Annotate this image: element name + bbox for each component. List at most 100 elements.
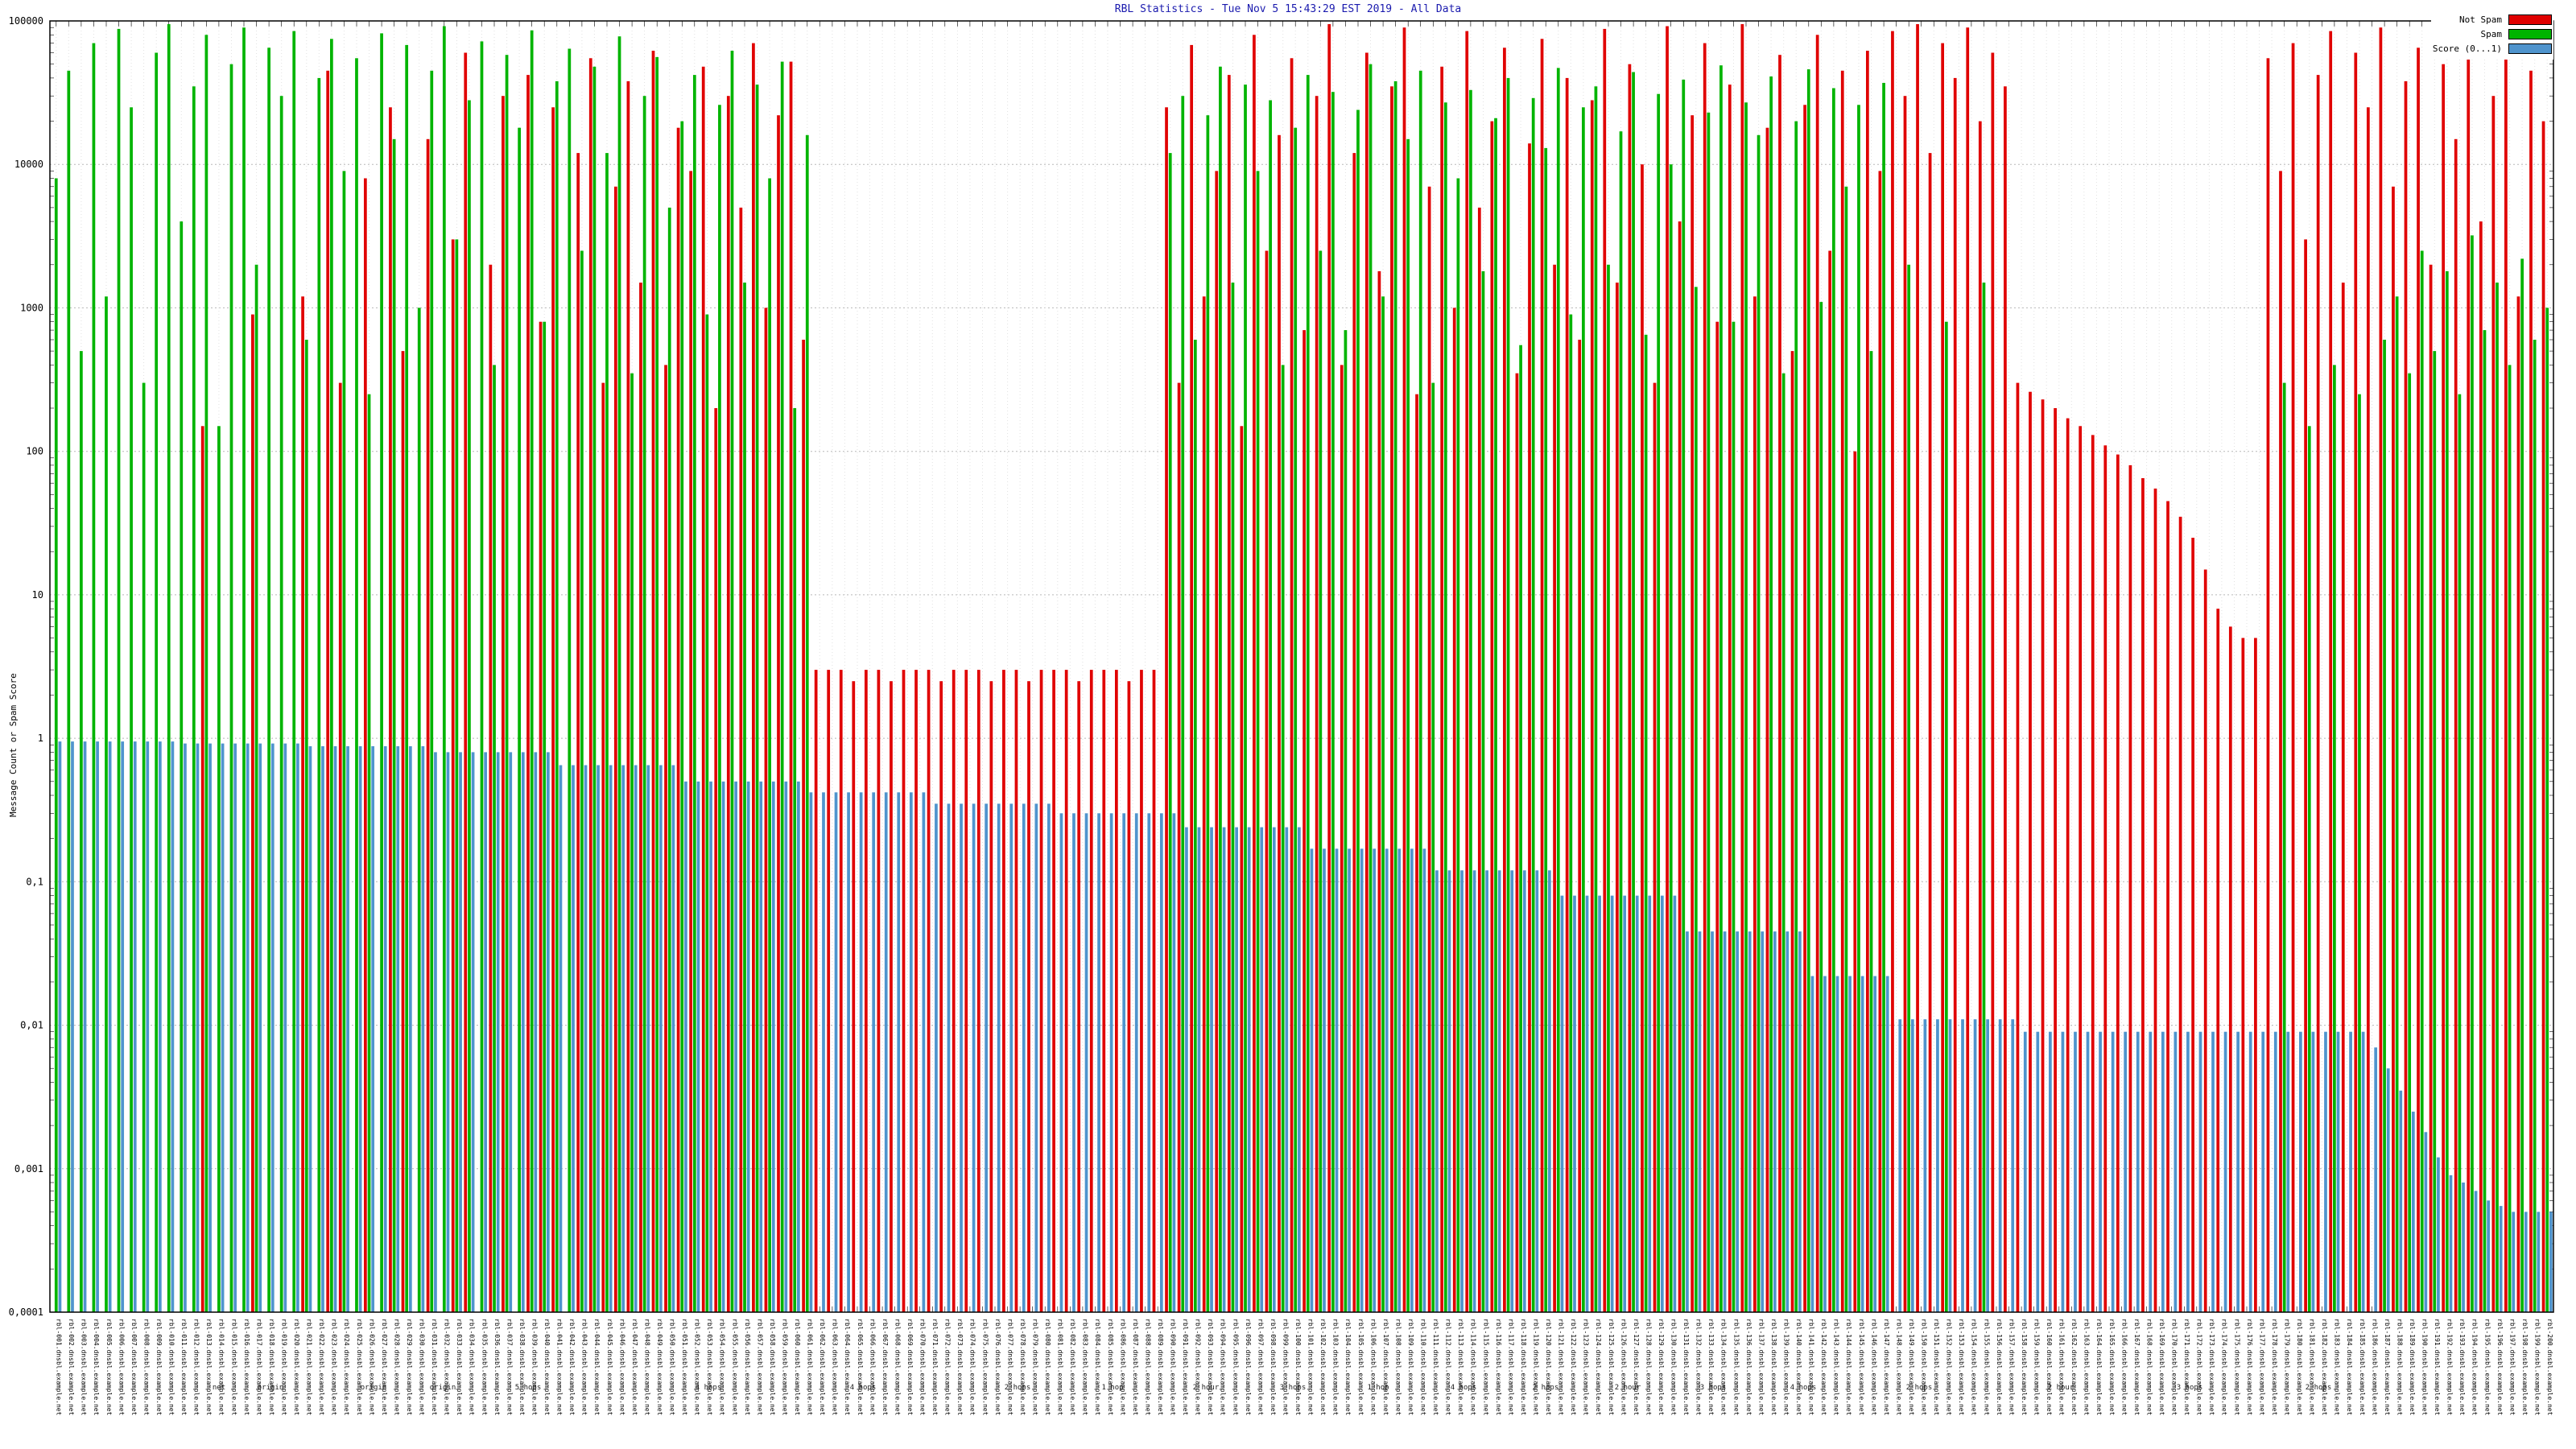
score-bar: [196, 743, 200, 1312]
x-tick-label: rbl-076.dnsbl.example.net: [994, 1319, 1001, 1416]
x-tick-label: rbl-139.dnsbl.example.net: [1783, 1319, 1790, 1416]
not-spam-bar: [989, 681, 993, 1312]
not-spam-bar: [1114, 670, 1118, 1312]
score-bar: [1510, 870, 1514, 1312]
x-tick-label: rbl-051.dnsbl.example.net: [681, 1319, 688, 1416]
not-spam-bar: [2354, 52, 2358, 1312]
score-bar: [872, 792, 876, 1312]
score-bar: [572, 765, 575, 1312]
score-bar: [1109, 813, 1113, 1312]
x-axis-annotation: 3 hops: [2177, 1384, 2203, 1392]
spam-bar: [1331, 92, 1335, 1313]
score-bar: [2036, 1031, 2040, 1312]
x-tick-label: rbl-049.dnsbl.example.net: [656, 1319, 663, 1416]
score-bar: [1034, 803, 1038, 1312]
score-bar: [2411, 1111, 2415, 1312]
spam-bar: [1869, 351, 1873, 1313]
x-axis-annotation: 4 hops: [696, 1384, 722, 1392]
not-spam-bar: [601, 382, 605, 1313]
spam-bar: [667, 207, 671, 1312]
score-bar: [96, 741, 99, 1312]
score-bar: [771, 781, 775, 1312]
score-bar: [1898, 1019, 1902, 1312]
not-spam-bar: [551, 107, 555, 1312]
spam-bar: [2282, 382, 2286, 1313]
score-bar: [1923, 1019, 1927, 1312]
score-bar: [2462, 1183, 2465, 1312]
x-tick-label: rbl-066.dnsbl.example.net: [869, 1319, 876, 1416]
x-tick-label: rbl-177.dnsbl.example.net: [2258, 1319, 2265, 1416]
x-tick-label: rbl-130.dnsbl.example.net: [1670, 1319, 1678, 1416]
chart-title: RBL Statistics - Tue Nov 5 15:43:29 EST …: [1114, 3, 1462, 15]
x-tick-label: rbl-169.dnsbl.example.net: [2158, 1319, 2165, 1416]
not-spam-bar: [964, 670, 968, 1312]
y-tick-label: 100000: [9, 15, 43, 27]
x-tick-label: rbl-186.dnsbl.example.net: [2371, 1319, 2378, 1416]
score-bar: [1798, 931, 1802, 1312]
not-spam-bar: [1728, 85, 1732, 1313]
not-spam-bar: [613, 186, 617, 1312]
not-spam-bar: [1165, 107, 1168, 1312]
spam-bar: [1669, 164, 1673, 1313]
spam-bar: [1569, 314, 1573, 1313]
score-bar: [2374, 1047, 2378, 1312]
not-spam-bar: [852, 681, 856, 1312]
not-spam-bar: [1077, 681, 1081, 1312]
score-bar: [246, 743, 250, 1312]
x-tick-label: rbl-071.dnsbl.example.net: [931, 1319, 939, 1416]
score-bar: [734, 781, 737, 1312]
not-spam-bar: [1039, 670, 1043, 1312]
score-bar: [2161, 1031, 2165, 1312]
not-spam-bar: [1966, 27, 1970, 1313]
x-tick-label: rbl-195.dnsbl.example.net: [2483, 1319, 2491, 1416]
x-tick-label: rbl-008.dnsbl.example.net: [142, 1319, 150, 1416]
not-spam-bar: [802, 340, 805, 1312]
x-tick-label: rbl-041.dnsbl.example.net: [556, 1319, 564, 1416]
score-bar: [1097, 813, 1100, 1312]
score-bar: [1222, 827, 1226, 1312]
x-tick-label: rbl-110.dnsbl.example.net: [1420, 1319, 1427, 1416]
score-bar: [2474, 1191, 2478, 1312]
not-spam-bar: [1628, 64, 1632, 1313]
not-spam-bar: [1452, 308, 1456, 1312]
x-tick-label: rbl-172.dnsbl.example.net: [2196, 1319, 2203, 1416]
not-spam-bar: [251, 314, 254, 1313]
not-spam-bar: [1666, 26, 1669, 1312]
score-bar: [1986, 1019, 1989, 1312]
score-bar: [2136, 1031, 2140, 1312]
not-spam-bar: [2291, 43, 2295, 1313]
x-tick-label: rbl-058.dnsbl.example.net: [769, 1319, 776, 1416]
not-spam-bar: [952, 670, 956, 1312]
score-bar: [2549, 1212, 2553, 1312]
x-tick-label: rbl-018.dnsbl.example.net: [268, 1319, 275, 1416]
x-tick-label: rbl-094.dnsbl.example.net: [1220, 1319, 1227, 1416]
spam-bar: [1832, 88, 1835, 1312]
x-axis-annotation: 4 hops: [1790, 1384, 1817, 1392]
spam-bar: [605, 153, 609, 1313]
not-spam-bar: [2379, 27, 2383, 1313]
score-bar: [270, 743, 275, 1312]
y-tick-label: 0,1: [26, 876, 43, 887]
x-tick-label: rbl-033.dnsbl.example.net: [456, 1319, 463, 1416]
not-spam-bar: [1941, 43, 1945, 1313]
score-bar: [684, 781, 687, 1312]
x-tick-label: rbl-149.dnsbl.example.net: [1908, 1319, 1915, 1416]
not-spam-bar: [664, 365, 667, 1312]
x-tick-label: rbl-031.dnsbl.example.net: [431, 1319, 438, 1416]
score-bar: [2349, 1031, 2352, 1312]
score-bar: [897, 792, 901, 1312]
x-tick-label: rbl-036.dnsbl.example.net: [493, 1319, 501, 1416]
not-spam-bar: [2054, 408, 2057, 1312]
spam-bar: [1193, 340, 1197, 1312]
spam-bar: [1544, 147, 1548, 1312]
spam-bar: [592, 66, 597, 1312]
not-spam-bar: [2029, 391, 2032, 1313]
spam-bar: [2420, 250, 2424, 1312]
not-spam-bar: [1790, 351, 1794, 1313]
not-spam-bar: [701, 66, 705, 1312]
score-bar: [746, 781, 750, 1312]
score-bar: [2124, 1031, 2128, 1312]
not-spam-bar: [2442, 64, 2446, 1313]
score-bar: [1172, 813, 1176, 1312]
score-bar: [1748, 931, 1752, 1312]
